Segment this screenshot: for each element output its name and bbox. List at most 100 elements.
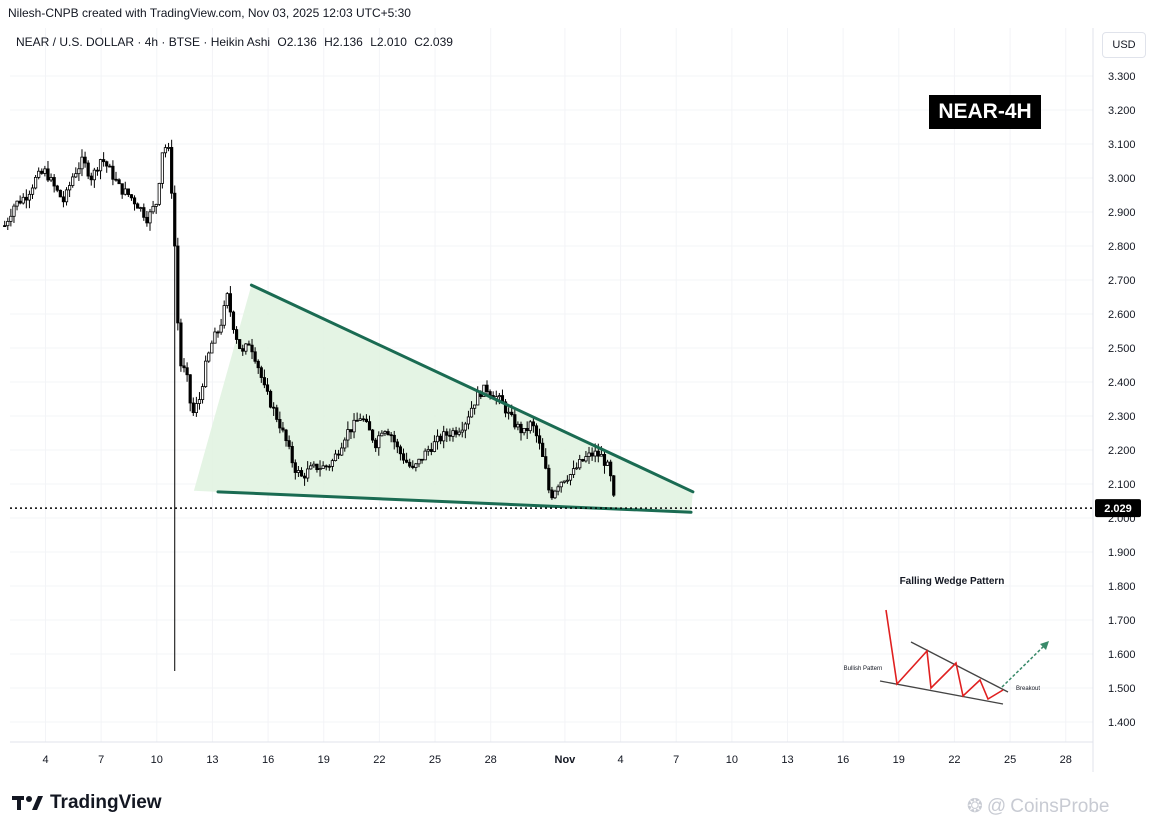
y-tick-label: 1.800: [1108, 581, 1136, 593]
candle: [105, 160, 109, 173]
candle-body: [315, 463, 319, 471]
candle-body: [482, 384, 486, 397]
candle-body: [55, 185, 59, 191]
candle: [377, 431, 381, 456]
candle: [321, 461, 325, 470]
candle-body: [522, 428, 526, 434]
candle: [58, 189, 62, 198]
candle: [108, 163, 112, 168]
candle: [166, 142, 171, 152]
candle: [278, 411, 282, 434]
candle: [324, 464, 328, 471]
watermark-at-icon: @: [986, 795, 1007, 817]
inset-title: Falling Wedge Pattern: [900, 576, 1005, 587]
candle-body: [556, 486, 560, 492]
candle: [222, 300, 226, 329]
candle: [571, 460, 576, 478]
candle-body: [605, 461, 610, 466]
candle-body: [414, 463, 418, 468]
candle: [531, 417, 535, 433]
candle-body: [568, 474, 573, 481]
candle: [136, 202, 140, 209]
candle: [578, 454, 582, 470]
candle-body: [61, 196, 66, 203]
candle: [565, 475, 569, 484]
candle-body: [435, 435, 440, 443]
candle-body: [219, 324, 223, 333]
currency-button[interactable]: USD: [1102, 32, 1146, 58]
candle: [612, 474, 616, 498]
candle-body: [95, 169, 100, 172]
x-tick-label: 28: [1060, 754, 1072, 766]
candle: [609, 459, 613, 482]
candle: [333, 449, 338, 462]
candle: [197, 392, 202, 410]
time-axis[interactable]: 4 7 10 13 16 19 22 25 28 Nov 4 7 10 13 16 19 22 25 28: [10, 741, 1093, 766]
candle: [386, 428, 390, 436]
candle-body: [398, 446, 403, 455]
candle-body: [52, 177, 56, 187]
candle: [336, 449, 341, 459]
candle-body: [355, 419, 359, 422]
candle-body: [340, 447, 344, 456]
candle: [148, 208, 152, 231]
wedge-upper-trendline: [249, 283, 695, 494]
candle: [151, 200, 155, 215]
candle: [513, 408, 517, 430]
candle: [541, 438, 545, 457]
candle: [238, 339, 242, 350]
candle-body: [204, 360, 208, 387]
x-tick-label: 19: [318, 754, 330, 766]
candle: [587, 446, 591, 464]
brand-name: TradingView: [50, 792, 162, 813]
y-tick-label: 2.300: [1108, 411, 1136, 423]
candle: [355, 412, 359, 422]
wedge-pattern-illustration: Falling Wedge Pattern Bullish Pattern Brea…: [844, 576, 1049, 705]
candle: [346, 421, 350, 448]
candle: [123, 181, 127, 196]
candle: [157, 182, 161, 206]
candle: [445, 428, 449, 443]
candle-body: [454, 430, 458, 435]
tradingview-brand[interactable]: TradingView: [12, 792, 162, 814]
candle-body: [571, 468, 576, 475]
candle-body: [6, 221, 10, 227]
x-tick-label: 13: [206, 754, 218, 766]
candle: [250, 338, 254, 360]
candle-body: [327, 465, 331, 468]
candle-body: [102, 159, 106, 163]
candle-body: [284, 429, 288, 442]
candle: [188, 374, 192, 412]
y-tick-label: 3.000: [1108, 173, 1136, 185]
candle-body: [18, 200, 22, 204]
candle-body: [534, 425, 539, 437]
candle-body: [120, 183, 124, 195]
candle: [30, 184, 35, 200]
candle-body: [309, 465, 313, 470]
candle: [451, 427, 455, 442]
candle-body: [541, 442, 545, 457]
price-axis[interactable]: 3.300 3.200 3.100 3.000 2.900 2.800 2.700 2.600…: [1092, 28, 1136, 772]
candle-body: [15, 200, 19, 207]
candle-body: [129, 194, 134, 199]
candle: [426, 445, 430, 456]
candle-body: [519, 423, 523, 434]
candle: [272, 402, 276, 416]
candle: [411, 460, 415, 470]
candle-body: [395, 441, 399, 448]
candle-body: [170, 147, 174, 194]
candle: [312, 461, 316, 468]
symbol-pair: NEAR / U.S. DOLLAR · 4h · BTSE · Heikin …: [16, 35, 271, 49]
candle: [132, 195, 137, 211]
candle-body: [281, 427, 285, 431]
candle-body: [473, 404, 477, 409]
x-tick-label: 4: [617, 754, 623, 766]
candle-body: [86, 162, 90, 177]
candle: [34, 174, 38, 190]
candle-body: [587, 452, 591, 457]
candle: [200, 383, 205, 404]
candle-body: [83, 156, 87, 164]
candle-body: [330, 460, 335, 467]
candle: [213, 327, 217, 344]
